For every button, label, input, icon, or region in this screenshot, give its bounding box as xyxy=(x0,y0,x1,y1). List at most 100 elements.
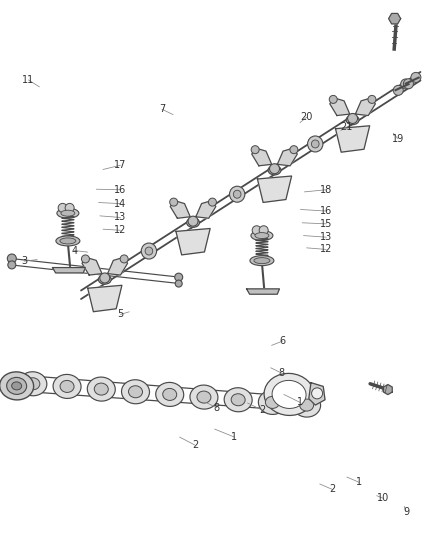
Ellipse shape xyxy=(121,379,149,404)
Circle shape xyxy=(120,255,128,263)
Text: 4: 4 xyxy=(71,246,78,255)
Polygon shape xyxy=(355,98,375,116)
Ellipse shape xyxy=(56,236,80,246)
Ellipse shape xyxy=(264,374,314,415)
Polygon shape xyxy=(176,229,210,255)
Text: 9: 9 xyxy=(403,507,409,516)
Circle shape xyxy=(175,280,182,287)
Circle shape xyxy=(290,146,298,154)
Text: 12: 12 xyxy=(320,245,332,254)
Ellipse shape xyxy=(12,382,21,390)
Polygon shape xyxy=(170,200,190,218)
Ellipse shape xyxy=(224,387,252,412)
Text: 16: 16 xyxy=(114,185,127,195)
Text: 3: 3 xyxy=(21,256,27,266)
Ellipse shape xyxy=(7,377,27,394)
Ellipse shape xyxy=(293,393,321,417)
Ellipse shape xyxy=(87,377,115,401)
Circle shape xyxy=(259,226,268,235)
Ellipse shape xyxy=(255,232,269,239)
Text: 2: 2 xyxy=(192,440,198,450)
Ellipse shape xyxy=(346,115,359,125)
Polygon shape xyxy=(336,126,370,152)
Ellipse shape xyxy=(0,372,34,400)
Circle shape xyxy=(269,164,279,174)
Circle shape xyxy=(170,198,178,206)
Text: 19: 19 xyxy=(392,134,404,143)
Polygon shape xyxy=(247,289,279,294)
Text: 18: 18 xyxy=(320,185,332,195)
Circle shape xyxy=(58,204,67,212)
Text: 16: 16 xyxy=(320,206,332,216)
Polygon shape xyxy=(309,383,325,405)
Ellipse shape xyxy=(163,389,177,400)
Ellipse shape xyxy=(300,399,314,411)
Circle shape xyxy=(188,216,198,226)
Circle shape xyxy=(401,79,411,89)
Circle shape xyxy=(411,72,421,83)
Circle shape xyxy=(368,95,376,103)
Ellipse shape xyxy=(258,390,286,415)
Polygon shape xyxy=(330,98,350,116)
Circle shape xyxy=(7,254,16,263)
Text: 15: 15 xyxy=(320,219,332,229)
Polygon shape xyxy=(384,384,392,394)
Text: 21: 21 xyxy=(340,122,352,132)
Polygon shape xyxy=(108,257,127,275)
Ellipse shape xyxy=(60,238,76,244)
Ellipse shape xyxy=(307,136,323,152)
Polygon shape xyxy=(82,257,102,275)
Text: 20: 20 xyxy=(300,112,313,122)
Ellipse shape xyxy=(99,274,111,284)
Text: 2: 2 xyxy=(260,406,266,415)
Polygon shape xyxy=(88,285,122,312)
Polygon shape xyxy=(196,200,216,218)
Circle shape xyxy=(252,226,261,235)
Polygon shape xyxy=(252,148,272,166)
Circle shape xyxy=(8,261,16,269)
Text: 6: 6 xyxy=(279,336,286,346)
Ellipse shape xyxy=(251,231,273,240)
Ellipse shape xyxy=(156,382,184,407)
Text: 8: 8 xyxy=(279,368,285,378)
Text: 13: 13 xyxy=(114,213,127,222)
Ellipse shape xyxy=(60,381,74,392)
Text: 1: 1 xyxy=(231,432,237,442)
Circle shape xyxy=(348,114,357,124)
Ellipse shape xyxy=(254,257,270,264)
Ellipse shape xyxy=(231,394,245,406)
Circle shape xyxy=(393,85,403,95)
Text: 1: 1 xyxy=(356,478,362,487)
Text: 5: 5 xyxy=(117,310,124,319)
Polygon shape xyxy=(277,148,297,166)
Ellipse shape xyxy=(61,210,75,216)
Ellipse shape xyxy=(272,381,306,408)
Ellipse shape xyxy=(268,165,281,175)
Text: 10: 10 xyxy=(377,494,389,503)
Text: 2: 2 xyxy=(329,484,335,494)
Text: 14: 14 xyxy=(114,199,127,208)
Circle shape xyxy=(329,95,337,103)
Ellipse shape xyxy=(53,374,81,399)
Ellipse shape xyxy=(197,391,211,403)
Polygon shape xyxy=(53,268,85,273)
Ellipse shape xyxy=(250,256,274,265)
Ellipse shape xyxy=(187,218,199,228)
Ellipse shape xyxy=(26,378,40,390)
Text: 8: 8 xyxy=(214,403,220,413)
Circle shape xyxy=(81,255,89,263)
Text: 13: 13 xyxy=(320,232,332,242)
Circle shape xyxy=(251,146,259,154)
Text: 17: 17 xyxy=(114,160,127,170)
Ellipse shape xyxy=(311,140,319,148)
Ellipse shape xyxy=(141,243,156,259)
Ellipse shape xyxy=(57,208,79,218)
Text: 12: 12 xyxy=(114,225,127,235)
Polygon shape xyxy=(258,176,292,203)
Ellipse shape xyxy=(265,397,279,408)
Circle shape xyxy=(65,204,74,212)
Ellipse shape xyxy=(230,186,245,202)
Text: 1: 1 xyxy=(297,398,303,407)
Circle shape xyxy=(208,198,216,206)
Polygon shape xyxy=(389,13,401,24)
